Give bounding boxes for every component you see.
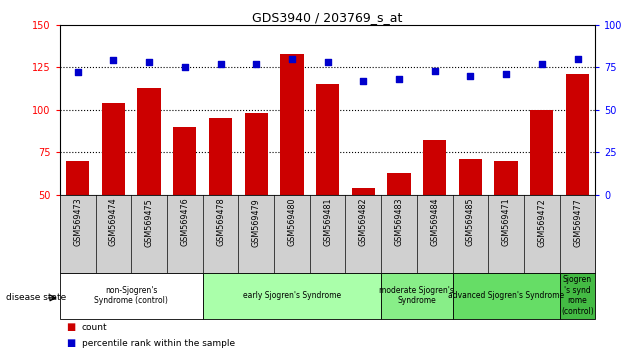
Text: percentile rank within the sample: percentile rank within the sample — [82, 339, 235, 348]
Point — [430, 68, 440, 74]
Text: GSM569474: GSM569474 — [109, 198, 118, 246]
Point — [358, 78, 369, 84]
Bar — [387, 173, 411, 195]
Point — [180, 64, 190, 70]
Text: ■: ■ — [66, 338, 76, 348]
Text: non-Sjogren's
Syndrome (control): non-Sjogren's Syndrome (control) — [94, 286, 168, 305]
Point — [573, 56, 583, 62]
Title: GDS3940 / 203769_s_at: GDS3940 / 203769_s_at — [253, 11, 403, 24]
FancyBboxPatch shape — [381, 273, 452, 319]
Point — [323, 59, 333, 65]
Bar — [423, 140, 446, 195]
Text: GSM569483: GSM569483 — [394, 198, 403, 246]
Bar — [316, 84, 339, 195]
Text: GSM569485: GSM569485 — [466, 198, 475, 246]
Point — [287, 56, 297, 62]
Text: GSM569473: GSM569473 — [73, 198, 82, 246]
Point — [501, 71, 511, 77]
Text: GSM569481: GSM569481 — [323, 198, 332, 246]
Text: GSM569471: GSM569471 — [501, 198, 510, 246]
Text: GSM569477: GSM569477 — [573, 198, 582, 247]
Bar — [280, 54, 304, 195]
Point — [251, 61, 261, 67]
Bar — [173, 127, 197, 195]
Text: ■: ■ — [66, 322, 76, 332]
Text: disease state: disease state — [6, 293, 67, 302]
Text: GSM569472: GSM569472 — [537, 198, 546, 247]
Point — [215, 61, 226, 67]
Point — [72, 69, 83, 75]
Bar — [530, 110, 553, 195]
Text: GSM569478: GSM569478 — [216, 198, 225, 246]
Bar — [244, 113, 268, 195]
Point — [144, 59, 154, 65]
Point — [108, 58, 118, 63]
Text: GSM569480: GSM569480 — [287, 198, 296, 246]
Text: early Sjogren's Syndrome: early Sjogren's Syndrome — [243, 291, 341, 300]
Text: GSM569482: GSM569482 — [359, 198, 368, 246]
Text: count: count — [82, 323, 108, 332]
Text: GSM569475: GSM569475 — [145, 198, 154, 247]
Bar — [209, 118, 232, 195]
Bar — [137, 88, 161, 195]
Bar — [352, 188, 375, 195]
Bar — [566, 74, 589, 195]
Bar — [102, 103, 125, 195]
FancyBboxPatch shape — [60, 273, 203, 319]
Text: Sjogren
's synd
rome
(control): Sjogren 's synd rome (control) — [561, 275, 594, 316]
Bar — [66, 161, 89, 195]
Point — [466, 73, 476, 79]
Text: GSM569484: GSM569484 — [430, 198, 439, 246]
Point — [537, 61, 547, 67]
Point — [394, 76, 404, 82]
FancyBboxPatch shape — [452, 273, 559, 319]
FancyBboxPatch shape — [559, 273, 595, 319]
FancyBboxPatch shape — [203, 273, 381, 319]
Text: GSM569476: GSM569476 — [180, 198, 189, 246]
Text: GSM569479: GSM569479 — [252, 198, 261, 247]
Bar — [459, 159, 482, 195]
Text: advanced Sjogren's Syndrome: advanced Sjogren's Syndrome — [448, 291, 564, 300]
Bar — [495, 161, 518, 195]
Text: moderate Sjogren's
Syndrome: moderate Sjogren's Syndrome — [379, 286, 454, 305]
